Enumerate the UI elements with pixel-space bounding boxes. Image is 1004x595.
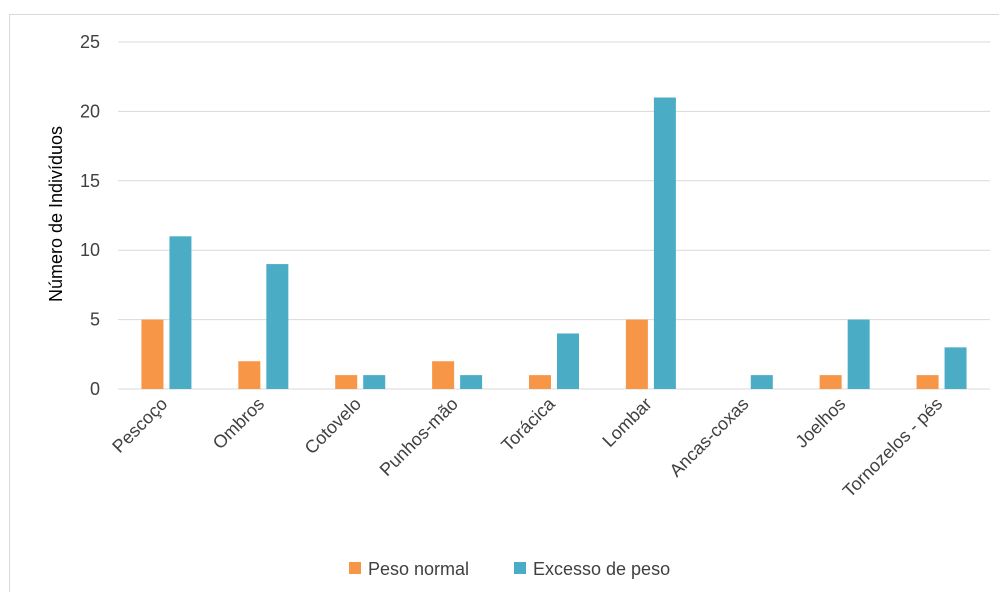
y-tick-label: 10 — [80, 240, 100, 260]
bar-peso-normal — [529, 375, 551, 389]
y-tick-label: 25 — [80, 32, 100, 52]
bars — [141, 97, 967, 390]
bar-excesso-de-peso — [363, 375, 386, 389]
x-axis-labels: Pescoço Ombros Cotovelo Punhos-mão Torácica L… — [108, 393, 946, 501]
bar-peso-normal — [625, 319, 648, 389]
bar-excesso-de-peso — [169, 236, 192, 389]
x-category-label: Lombar — [598, 394, 655, 451]
x-category-label: Ombros — [209, 394, 268, 453]
x-category-label: Pescoço — [108, 394, 171, 457]
bar-excesso-de-peso — [266, 264, 289, 389]
bar-peso-normal — [432, 361, 455, 389]
bar-excesso-de-peso — [653, 97, 676, 390]
x-category-label: Ancas-coxas — [666, 394, 753, 481]
x-category-label: Joelhos — [791, 394, 849, 452]
y-tick-label: 20 — [80, 101, 100, 121]
y-axis-ticks: 0 5 10 15 20 25 — [80, 32, 100, 399]
legend-swatch — [349, 562, 361, 574]
bar-excesso-de-peso — [944, 347, 967, 389]
chart-frame — [9, 14, 999, 592]
legend-label: Peso normal — [368, 559, 469, 579]
bar-peso-normal — [819, 375, 842, 389]
y-axis-title: Número de Indivíduos — [46, 126, 66, 302]
y-tick-label: 0 — [90, 379, 100, 399]
bar-peso-normal — [238, 361, 261, 389]
gridlines — [118, 41, 990, 390]
bar-peso-normal — [141, 319, 164, 389]
legend-swatch — [514, 562, 526, 574]
bar-excesso-de-peso — [847, 319, 870, 389]
y-tick-label: 15 — [80, 171, 100, 191]
x-category-label: Tornozelos - pés — [839, 394, 947, 502]
x-category-label: Punhos-mão — [376, 394, 462, 480]
y-tick-label: 5 — [90, 310, 100, 330]
legend: Peso normal Excesso de peso — [349, 559, 670, 579]
bar-excesso-de-peso — [460, 375, 483, 389]
bar-excesso-de-peso — [750, 375, 773, 389]
bar-peso-normal — [335, 375, 358, 389]
bar-peso-normal — [916, 375, 939, 389]
legend-label: Excesso de peso — [533, 559, 670, 579]
x-category-label: Torácica — [497, 393, 559, 455]
x-category-label: Cotovelo — [301, 394, 365, 458]
bar-excesso-de-peso — [557, 333, 579, 389]
